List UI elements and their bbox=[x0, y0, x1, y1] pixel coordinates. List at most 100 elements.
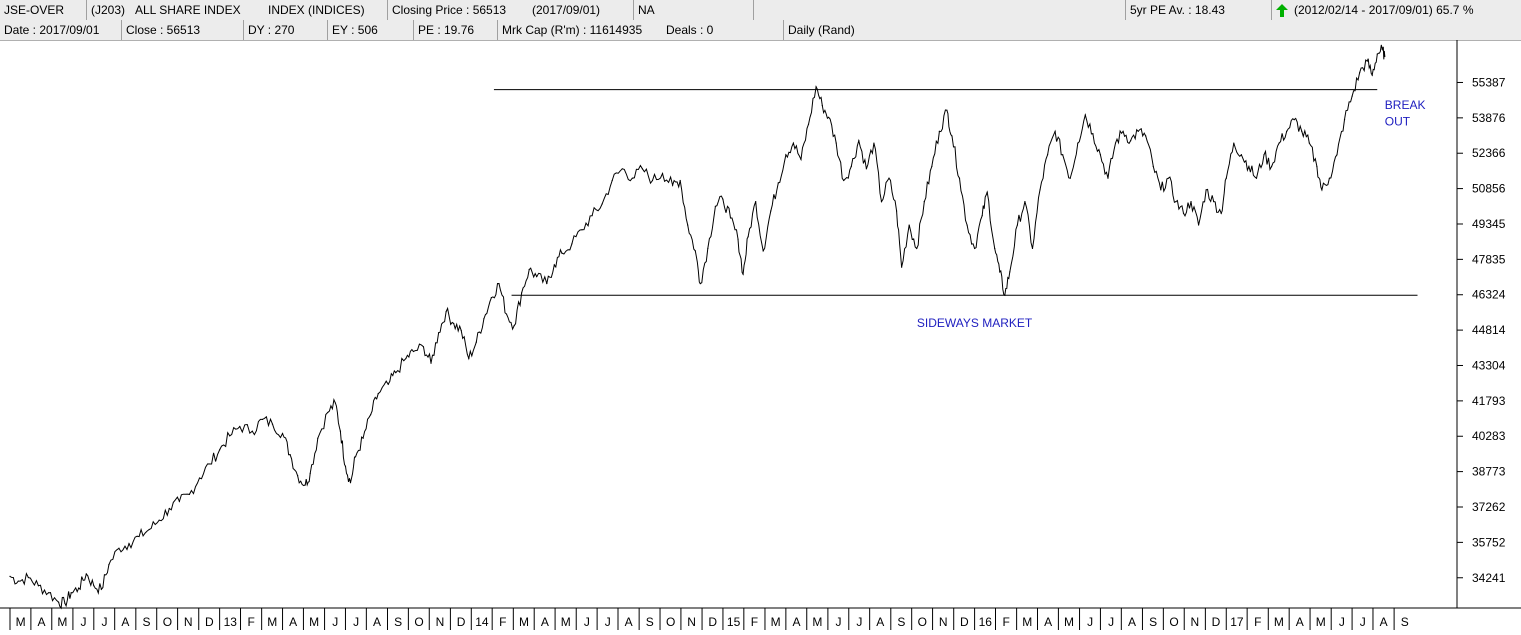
price-point bbox=[873, 142, 875, 144]
price-point bbox=[722, 198, 724, 200]
x-tick-label: A bbox=[373, 615, 381, 629]
chart-annotation: OUT bbox=[1385, 114, 1411, 128]
x-tick-label: O bbox=[163, 615, 172, 629]
price-point bbox=[641, 168, 644, 170]
price-point bbox=[536, 275, 538, 278]
blank-cell bbox=[754, 0, 1126, 20]
x-tick-label: S bbox=[646, 615, 654, 629]
price-point bbox=[895, 210, 898, 212]
price-point bbox=[1016, 224, 1018, 226]
price-point bbox=[229, 435, 231, 437]
ey-cell: EY : 506 bbox=[328, 20, 414, 40]
price-point bbox=[553, 264, 555, 266]
y-tick-label: 55387 bbox=[1472, 75, 1506, 89]
price-chart: 55387 53876 52366 50856 49345 47835 46324 44814… bbox=[0, 40, 1521, 630]
price-point bbox=[168, 507, 170, 510]
x-tick-label: A bbox=[38, 615, 46, 629]
price-point bbox=[1366, 60, 1368, 62]
up-arrow-icon bbox=[1276, 4, 1288, 18]
x-tick-label: J bbox=[1087, 615, 1093, 629]
price-point bbox=[1175, 201, 1177, 203]
price-point bbox=[1351, 95, 1353, 97]
market-cap-cell: Mrk Cap (R'm) : 11614935 bbox=[502, 23, 643, 37]
x-tick-label: J bbox=[81, 615, 87, 629]
price-point bbox=[777, 182, 779, 184]
x-tick-label: M bbox=[57, 615, 67, 629]
x-tick-label: M bbox=[561, 615, 571, 629]
price-point bbox=[27, 576, 29, 579]
price-point bbox=[70, 592, 72, 594]
price-point bbox=[1031, 247, 1034, 250]
price-point bbox=[601, 203, 603, 205]
price-point bbox=[387, 383, 389, 385]
pe-average-cell: 5yr PE Av. : 18.43 bbox=[1126, 0, 1272, 20]
price-point bbox=[422, 346, 425, 348]
x-tick-label: J bbox=[353, 615, 359, 629]
x-tick-label: A bbox=[1128, 615, 1136, 629]
price-point bbox=[880, 201, 883, 203]
x-tick-label: M bbox=[1064, 615, 1074, 629]
x-tick-label: S bbox=[1401, 615, 1409, 629]
price-point bbox=[1278, 142, 1280, 144]
price-point bbox=[694, 250, 696, 252]
price-point bbox=[349, 482, 352, 484]
price-point bbox=[460, 329, 462, 332]
price-point bbox=[858, 140, 860, 142]
price-point bbox=[304, 484, 306, 486]
price-point bbox=[901, 266, 903, 268]
price-point bbox=[888, 177, 890, 179]
price-point bbox=[138, 535, 140, 538]
price-point bbox=[483, 318, 485, 320]
price-point bbox=[699, 282, 701, 285]
price-point bbox=[1248, 165, 1250, 168]
y-tick-label: 52366 bbox=[1472, 146, 1506, 160]
price-point bbox=[931, 165, 933, 168]
price-point bbox=[513, 325, 515, 327]
x-tick-label: D bbox=[1212, 615, 1221, 629]
x-tick-label: M bbox=[519, 615, 529, 629]
price-point bbox=[591, 215, 593, 217]
x-tick-label: N bbox=[436, 615, 445, 629]
price-point bbox=[57, 601, 60, 603]
price-point bbox=[770, 210, 772, 212]
chart-annotation: SIDEWAYS MARKET bbox=[917, 316, 1033, 330]
price-point bbox=[251, 430, 253, 432]
price-point bbox=[309, 472, 311, 474]
y-tick-label: 43304 bbox=[1472, 358, 1506, 372]
x-tick-label: A bbox=[1044, 615, 1052, 629]
price-point bbox=[707, 247, 709, 250]
price-point bbox=[850, 165, 852, 168]
price-point bbox=[687, 224, 689, 226]
price-point bbox=[178, 500, 180, 503]
x-tick-label: 13 bbox=[224, 615, 238, 629]
x-tick-label: S bbox=[897, 615, 905, 629]
x-tick-label: N bbox=[1191, 615, 1200, 629]
price-point bbox=[1092, 133, 1094, 135]
price-point bbox=[1084, 114, 1086, 116]
pe-cell: PE : 19.76 bbox=[414, 20, 498, 40]
share-name-cell: ALL SHARE INDEX bbox=[135, 3, 241, 17]
y-tick-label: 35752 bbox=[1472, 535, 1506, 549]
price-point bbox=[219, 449, 221, 451]
price-point bbox=[281, 432, 284, 435]
price-point bbox=[581, 229, 583, 231]
price-point bbox=[188, 493, 191, 495]
price-point bbox=[755, 201, 757, 203]
x-tick-label: N bbox=[687, 615, 696, 629]
price-point bbox=[317, 437, 319, 439]
price-point bbox=[1009, 271, 1011, 273]
price-point bbox=[1301, 130, 1303, 132]
price-point bbox=[792, 142, 795, 144]
price-point bbox=[966, 224, 968, 226]
price-point bbox=[490, 297, 493, 299]
price-point bbox=[78, 587, 80, 589]
price-point bbox=[986, 191, 988, 193]
x-tick-label: N bbox=[184, 615, 193, 629]
price-point bbox=[729, 217, 732, 219]
x-tick-label: F bbox=[499, 615, 506, 629]
price-point bbox=[1316, 165, 1318, 168]
x-tick-label: M bbox=[309, 615, 319, 629]
price-point bbox=[672, 184, 674, 186]
price-point bbox=[1145, 135, 1147, 137]
y-tick-label: 37262 bbox=[1472, 500, 1506, 514]
